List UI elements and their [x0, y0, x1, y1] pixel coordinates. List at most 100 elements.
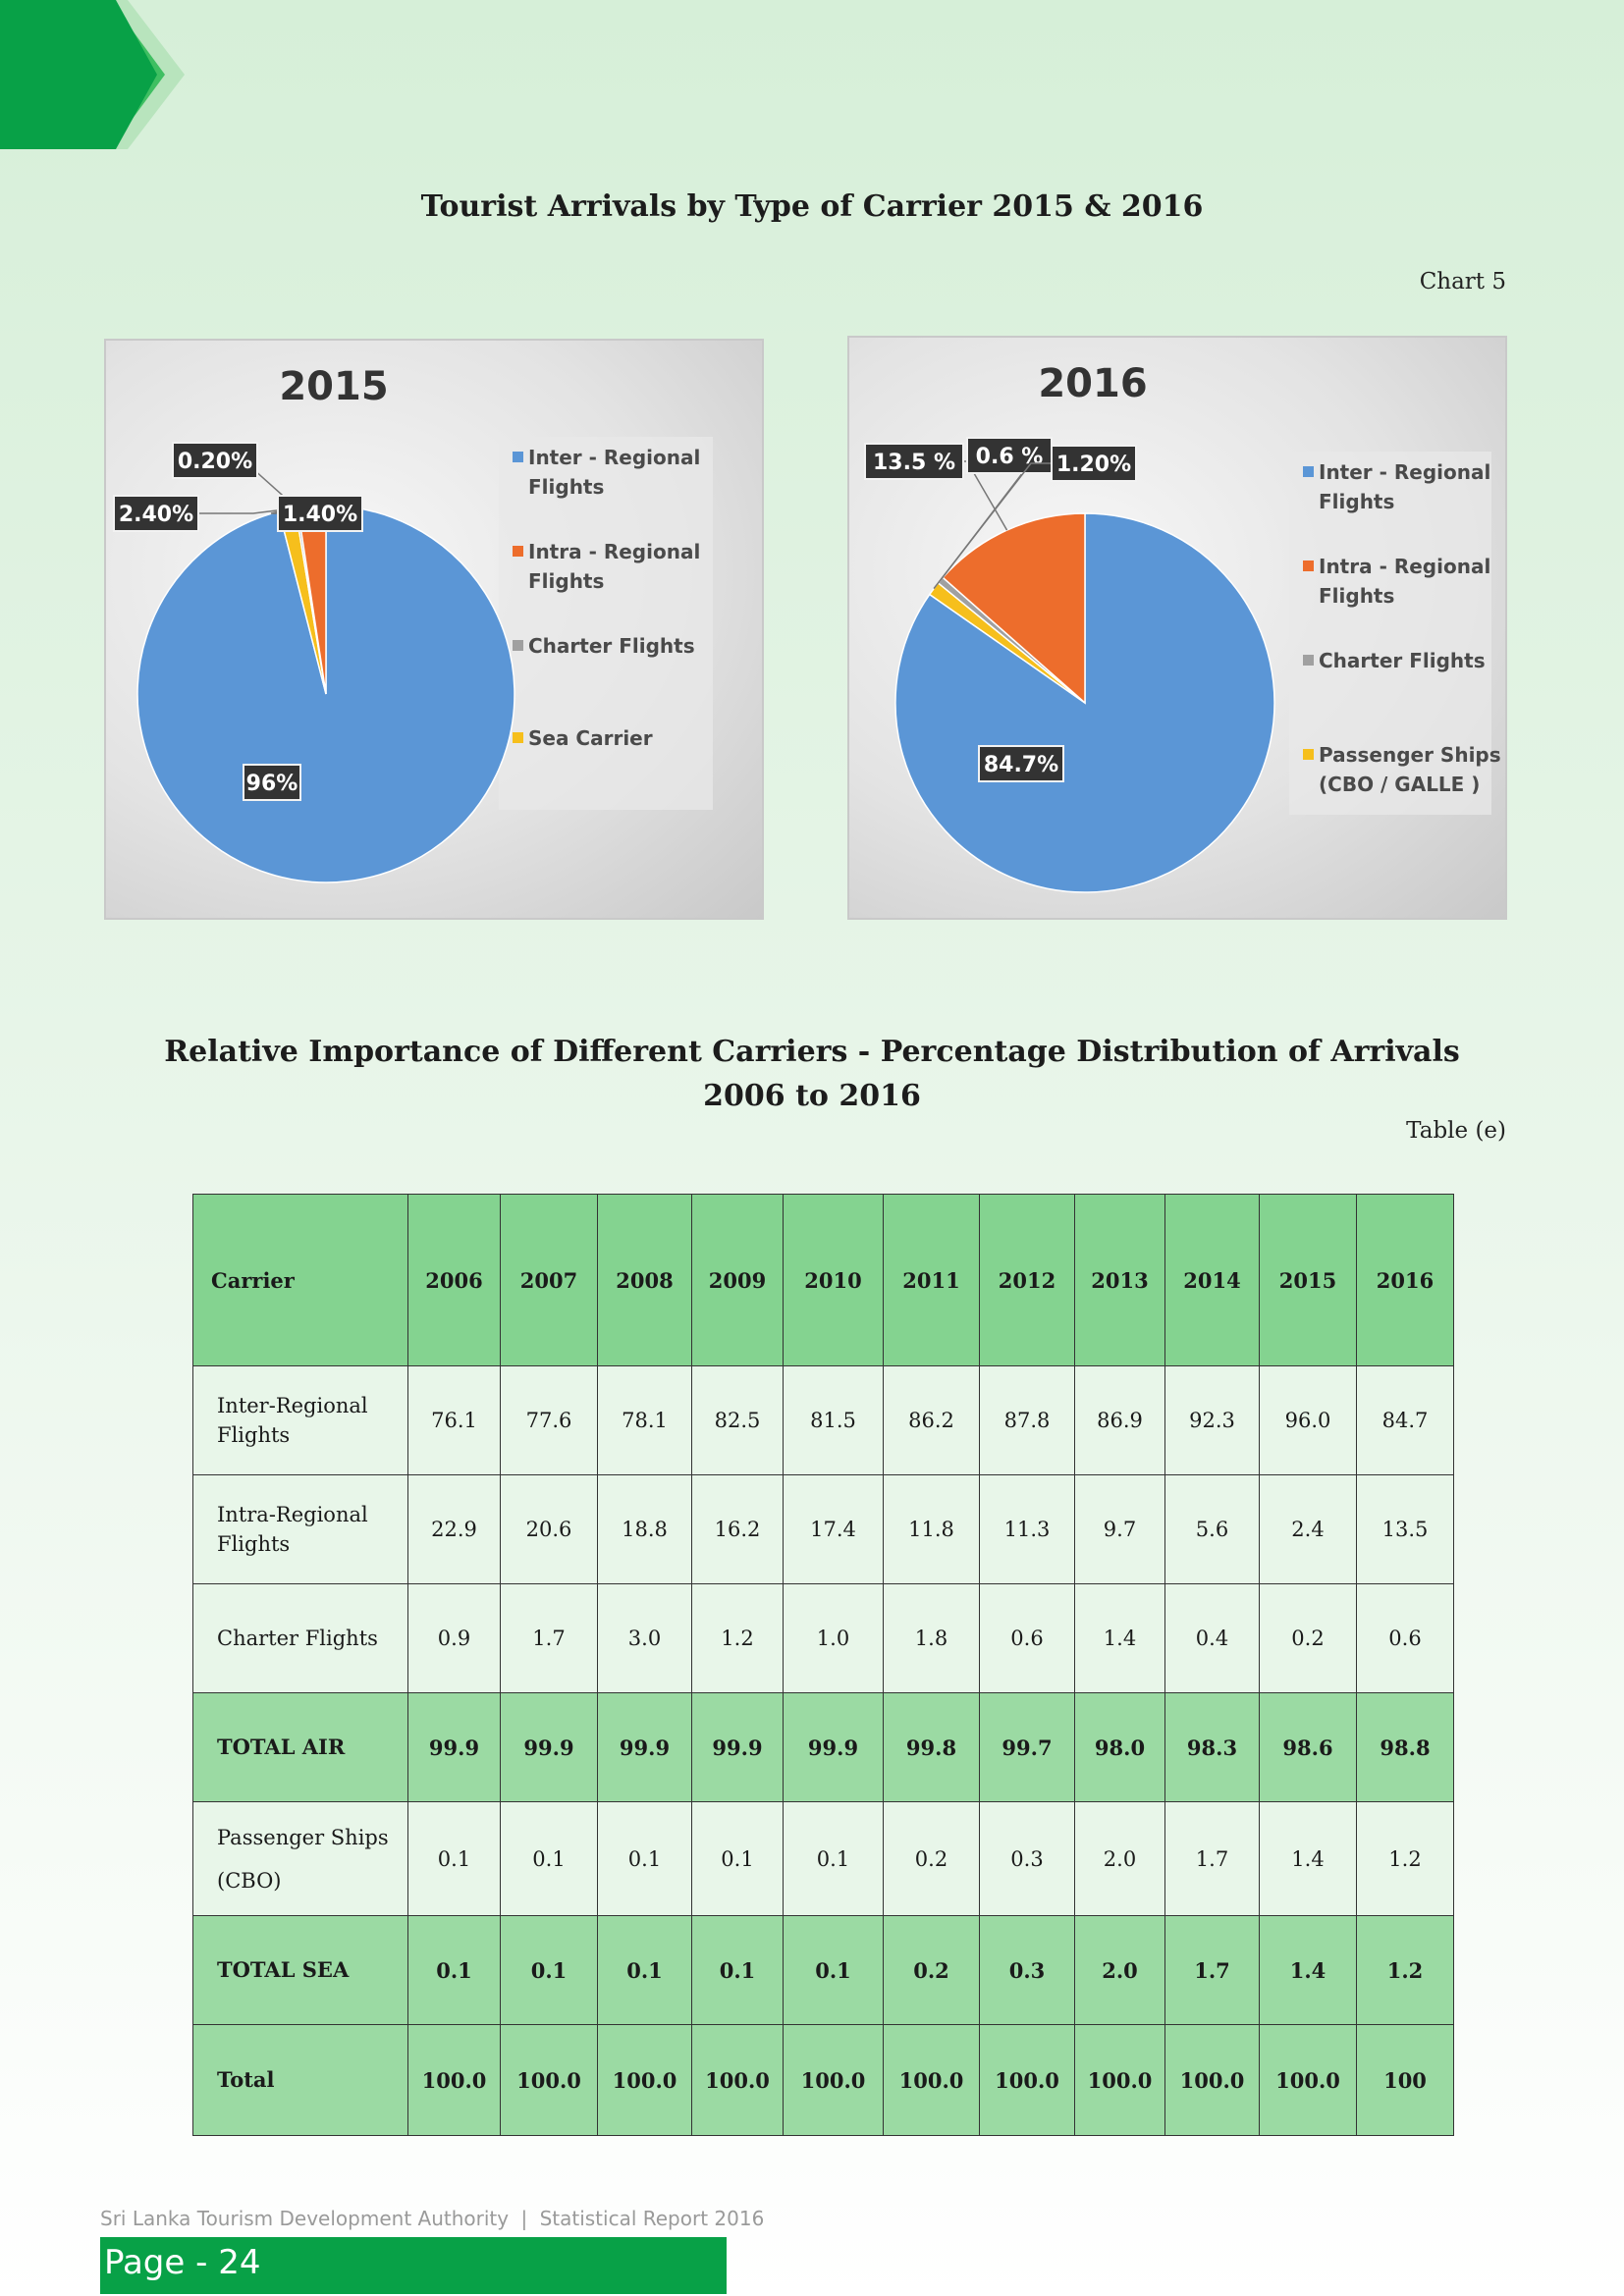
footer-separator: |	[520, 2207, 528, 2230]
legend-swatch	[513, 452, 523, 462]
column-header-2006: 2006	[407, 1194, 501, 1366]
row-label: Intra-Regional Flights	[192, 1474, 408, 1584]
callout-label-box	[172, 442, 258, 479]
table-cell: 5.6	[1164, 1474, 1260, 1584]
column-header-2007: 2007	[500, 1194, 598, 1366]
callout-label-box	[243, 764, 301, 801]
legend-swatch	[1303, 561, 1314, 571]
callout-label: 0.6 %	[976, 445, 1044, 469]
table-cell: 2.0	[1074, 1801, 1165, 1916]
row-label-line: Flights	[217, 1532, 291, 1556]
column-header-carrier: Carrier	[192, 1194, 408, 1366]
legend-label: Inter - Regional	[528, 446, 700, 469]
table-cell: 100.0	[979, 2024, 1075, 2136]
row-label-line: Passenger Ships	[217, 1825, 389, 1849]
table-cell: 0.2	[883, 1801, 980, 1916]
table-cell: 81.5	[783, 1365, 884, 1475]
table-cell: 92.3	[1164, 1365, 1260, 1475]
table-cell: 78.1	[597, 1365, 692, 1475]
table-section-title: Relative Importance of Different Carrier…	[164, 1035, 1460, 1069]
table-cell: 20.6	[500, 1474, 598, 1584]
table-cell: 1.7	[1164, 1915, 1260, 2025]
table-cell: 18.8	[597, 1474, 692, 1584]
table-cell: 87.8	[979, 1365, 1075, 1475]
row-label: TOTAL SEA	[192, 1915, 408, 2025]
callout-label: 13.5 %	[873, 451, 955, 475]
legend-label: Charter Flights	[1319, 649, 1486, 672]
table-cell: 99.9	[407, 1692, 501, 1802]
page-number: Page - 24	[104, 2243, 261, 2282]
table-row: Inter-Regional Flights 76.1 77.6 78.1 82.5 81.…	[192, 1365, 1454, 1475]
row-label-line: Inter-Regional	[217, 1394, 368, 1417]
table-section-subtitle: 2006 to 2016	[703, 1079, 921, 1113]
callout-label: 1.40%	[283, 503, 357, 527]
table-cell: 98.3	[1164, 1692, 1260, 1802]
table-cell: 100.0	[407, 2024, 501, 2136]
table-cell: 2.4	[1259, 1474, 1357, 1584]
column-header-2016: 2016	[1356, 1194, 1454, 1366]
legend-label: Sea Carrier	[528, 726, 653, 750]
table-cell: 0.2	[883, 1915, 980, 2025]
table-cell: 77.6	[500, 1365, 598, 1475]
table-cell: 82.5	[691, 1365, 784, 1475]
legend-label: Flights	[1319, 584, 1394, 608]
table-row: TOTAL AIR 99.9 99.9 99.9 99.9 99.9 99.8 99.7 98.…	[192, 1692, 1454, 1802]
pie-chart-2016-svg: 2016 84.7% 13.5 % 0.6 % 1.20% Inter - Regiona…	[864, 361, 1501, 893]
callout-label-box	[966, 437, 1053, 474]
table-cell: 99.9	[691, 1692, 784, 1802]
table-cell: 100.0	[500, 2024, 598, 2136]
row-label: TOTAL AIR	[192, 1692, 408, 1802]
table-cell: 3.0	[597, 1583, 692, 1693]
legend-swatch	[1303, 655, 1314, 666]
legend-label: Charter Flights	[528, 634, 695, 658]
table-row: TOTAL SEA 0.1 0.1 0.1 0.1 0.1 0.2 0.3 2.0 1.7 1.4 1…	[192, 1915, 1454, 2025]
legend-box	[499, 437, 713, 810]
chart-reference-label: Chart 5	[1419, 269, 1506, 294]
chart-title: 2015	[279, 364, 388, 409]
table-cell: 99.9	[500, 1692, 598, 1802]
callout-label-box	[864, 443, 964, 480]
row-label: Charter Flights	[192, 1583, 408, 1693]
legend-swatch	[513, 640, 523, 651]
row-label-line: TOTAL AIR	[217, 1735, 346, 1759]
table-cell: 1.2	[691, 1583, 784, 1693]
table-cell: 16.2	[691, 1474, 784, 1584]
table-cell: 0.4	[1164, 1583, 1260, 1693]
callout-label-box	[113, 495, 199, 532]
table-cell: 1.7	[500, 1583, 598, 1693]
callout-label: 1.20%	[1056, 453, 1131, 477]
legend-swatch	[1303, 749, 1314, 760]
row-label-line: (CBO)	[217, 1868, 282, 1893]
table-cell: 100	[1356, 2024, 1454, 2136]
table-cell: 96.0	[1259, 1365, 1357, 1475]
table-cell: 2.0	[1074, 1915, 1165, 2025]
table-cell: 1.7	[1164, 1801, 1260, 1916]
page-number-bar: Page - 24	[100, 2237, 727, 2294]
table-cell: 0.2	[1259, 1583, 1357, 1693]
table-cell: 22.9	[407, 1474, 501, 1584]
table-cell: 0.9	[407, 1583, 501, 1693]
table-cell: 76.1	[407, 1365, 501, 1475]
callout-label-box	[277, 495, 363, 532]
legend-box	[1289, 452, 1491, 815]
footer-report-name: Statistical Report 2016	[539, 2207, 765, 2230]
column-header-2011: 2011	[883, 1194, 980, 1366]
table-cell: 86.2	[883, 1365, 980, 1475]
table-cell: 99.9	[597, 1692, 692, 1802]
table-cell: 99.8	[883, 1692, 980, 1802]
table-cell: 0.1	[500, 1915, 598, 2025]
pie-slice	[894, 512, 1275, 893]
table-reference-label: Table (e)	[1406, 1118, 1506, 1144]
table-row: Passenger Ships (CBO) 0.1 0.1 0.1 0.1 0.1 0.2 0.…	[192, 1801, 1454, 1916]
table-cell: 100.0	[1259, 2024, 1357, 2136]
table-cell: 98.0	[1074, 1692, 1165, 1802]
column-header-2009: 2009	[691, 1194, 784, 1366]
table-cell: 0.3	[979, 1915, 1075, 2025]
table-cell: 1.2	[1356, 1915, 1454, 2025]
table-cell: 0.1	[500, 1801, 598, 1916]
table-cell: 0.1	[783, 1915, 884, 2025]
table-header-row: Carrier 2006 2007 2008 2009 2010 2011 2012 2013…	[192, 1194, 1454, 1366]
legend-label: Flights	[528, 475, 604, 499]
row-label-line: Flights	[217, 1423, 291, 1447]
table-cell: 1.4	[1074, 1583, 1165, 1693]
